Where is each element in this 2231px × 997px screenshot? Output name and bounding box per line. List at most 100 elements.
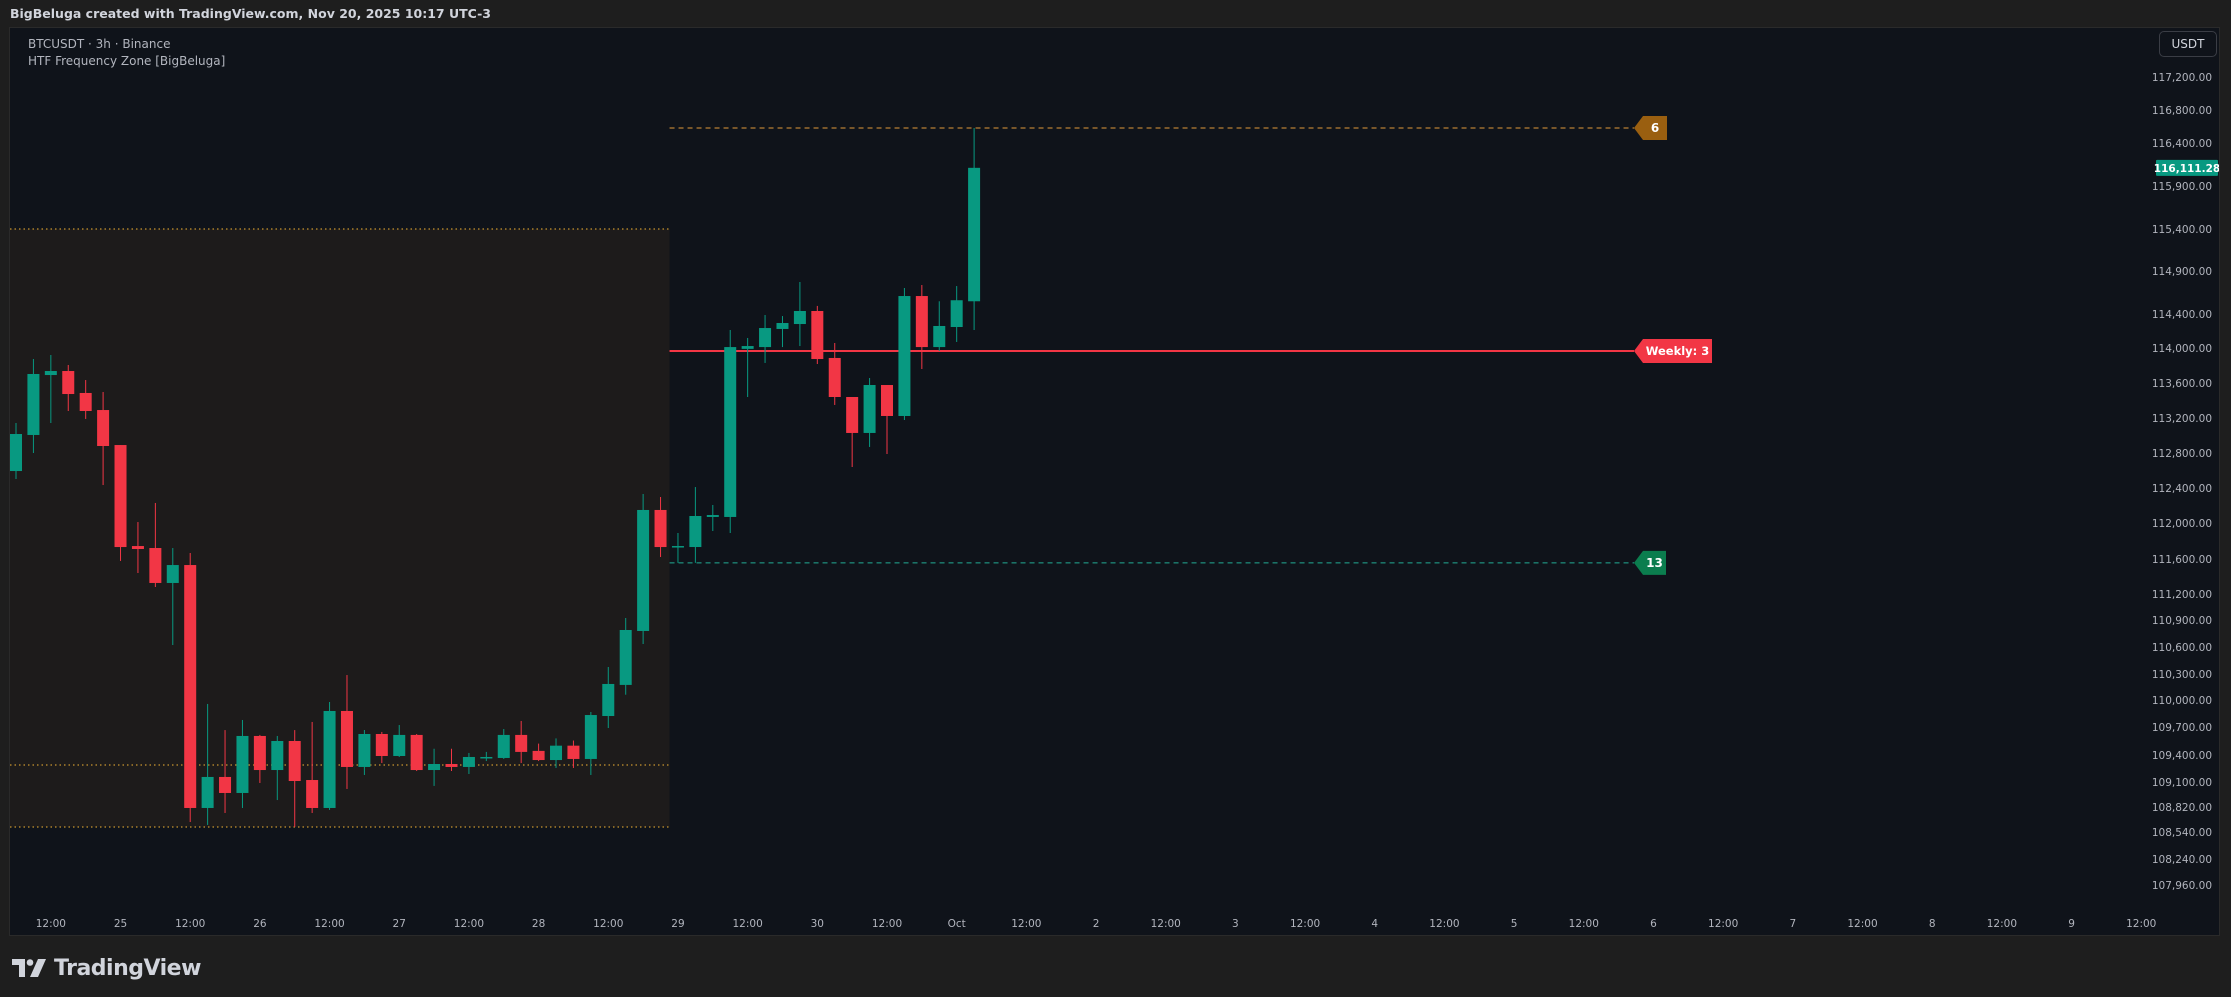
price-tick-label: 112,400.00 xyxy=(2152,483,2212,495)
candle-body xyxy=(671,546,684,548)
candle-body xyxy=(706,515,719,517)
candle xyxy=(358,729,371,775)
time-tick-label: 12:00 xyxy=(1011,918,1041,930)
candle xyxy=(375,731,388,764)
price-tick-label: 115,900.00 xyxy=(2152,181,2212,193)
time-tick-label: 9 xyxy=(2068,918,2075,930)
price-tick-label: 110,900.00 xyxy=(2152,615,2212,627)
time-tick-label: 12:00 xyxy=(1151,918,1181,930)
candle xyxy=(863,378,876,447)
time-tick-label: 8 xyxy=(1929,918,1936,930)
candle xyxy=(915,285,928,369)
price-tick-label: 117,200.00 xyxy=(2152,72,2212,84)
candle-body xyxy=(462,756,475,767)
candle-body xyxy=(201,776,214,808)
level-lines: 6 Weekly: 3 13 xyxy=(669,115,1712,575)
price-tick-label: 110,000.00 xyxy=(2152,695,2212,707)
candle xyxy=(410,734,423,772)
candle xyxy=(619,618,632,695)
candle-body xyxy=(10,434,22,472)
candle xyxy=(828,342,841,405)
indicator-legend[interactable]: HTF Frequency Zone [BigBeluga] xyxy=(28,54,226,68)
candle xyxy=(271,735,284,801)
candle-body xyxy=(410,734,423,771)
price-tick-label: 109,700.00 xyxy=(2152,722,2212,734)
candle-body xyxy=(184,565,197,808)
candle-body xyxy=(689,516,702,548)
price-tick-label: 111,600.00 xyxy=(2152,554,2212,566)
time-tick-label: 5 xyxy=(1511,918,1518,930)
time-tick-label: 12:00 xyxy=(593,918,623,930)
candle-body xyxy=(480,756,493,759)
time-tick-label: 12:00 xyxy=(1429,918,1459,930)
time-tick-label: 26 xyxy=(253,918,267,930)
level-label-high: 6 xyxy=(1651,121,1659,135)
candle-body xyxy=(637,509,650,631)
candle-body xyxy=(219,776,232,793)
time-tick-label: 12:00 xyxy=(36,918,66,930)
time-tick-label: 12:00 xyxy=(1987,918,2017,930)
candle-body xyxy=(149,548,162,583)
candle-body xyxy=(166,565,179,583)
price-tick-label: 110,600.00 xyxy=(2152,642,2212,654)
price-tick-label: 109,400.00 xyxy=(2152,750,2212,762)
candle xyxy=(27,359,40,453)
time-tick-label: 2 xyxy=(1093,918,1100,930)
candle xyxy=(881,385,893,454)
time-tick-label: 4 xyxy=(1371,918,1378,930)
time-tick-label: 27 xyxy=(393,918,406,930)
currency-button[interactable]: USDT xyxy=(2159,31,2217,57)
candle-body xyxy=(881,385,893,416)
time-tick-label: 12:00 xyxy=(2126,918,2156,930)
candle-body xyxy=(915,296,928,348)
candle xyxy=(532,743,545,762)
candle-body xyxy=(828,357,841,397)
symbol-legend[interactable]: BTCUSDT · 3h · Binance xyxy=(28,37,171,51)
price-tick-label: 114,900.00 xyxy=(2152,266,2212,278)
candle-body xyxy=(567,745,580,759)
price-tick-label: 112,800.00 xyxy=(2152,448,2212,460)
candle xyxy=(44,355,57,423)
candle xyxy=(201,703,214,825)
candle xyxy=(584,711,597,775)
chart-pane[interactable]: 6 Weekly: 3 13 117,200.00 116,800.00 116,400… xyxy=(9,27,2220,936)
candle xyxy=(811,305,824,365)
candle-body xyxy=(933,325,946,348)
candle-body xyxy=(44,371,57,376)
price-tick-label: 116,800.00 xyxy=(2152,105,2212,117)
candle xyxy=(462,752,475,774)
candle xyxy=(323,701,336,810)
candle xyxy=(776,316,789,348)
candle xyxy=(445,748,458,772)
candle-body xyxy=(428,764,441,771)
candle xyxy=(741,337,754,397)
candle xyxy=(602,666,615,729)
candle xyxy=(846,397,859,467)
level-tag-low xyxy=(1634,550,1666,575)
candle-body xyxy=(375,734,388,756)
candle xyxy=(340,675,353,789)
time-tick-label: Oct xyxy=(948,918,966,930)
time-tick-label: 3 xyxy=(1232,918,1239,930)
price-tick-label: 108,240.00 xyxy=(2152,854,2212,866)
candle xyxy=(62,364,75,411)
time-tick-label: 12:00 xyxy=(314,918,344,930)
time-tick-label: 12:00 xyxy=(1290,918,1320,930)
candle xyxy=(428,748,441,786)
candle-body xyxy=(550,745,563,761)
candlestick-chart[interactable]: 6 Weekly: 3 13 117,200.00 116,800.00 116,400… xyxy=(10,28,2219,935)
candle-body xyxy=(445,764,458,767)
candle xyxy=(480,751,493,762)
candle xyxy=(689,487,702,563)
candle-body xyxy=(131,546,144,550)
candle xyxy=(671,532,684,563)
candle-body xyxy=(323,710,336,808)
candle-body xyxy=(236,735,249,793)
tradingview-logo-icon xyxy=(12,959,46,977)
candle xyxy=(114,445,127,561)
candle xyxy=(706,504,719,532)
level-label-low: 13 xyxy=(1646,556,1663,570)
candle-body xyxy=(863,385,876,433)
zone-box xyxy=(10,229,670,827)
time-tick-label: 6 xyxy=(1650,918,1657,930)
